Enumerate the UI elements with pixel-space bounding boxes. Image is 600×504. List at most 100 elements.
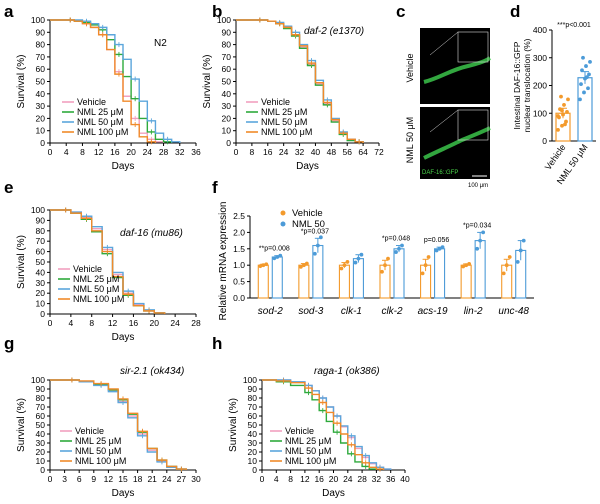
y-tick-label: 1.0 (233, 260, 245, 270)
bar-nml-clk-2 (393, 248, 405, 299)
y-tick-label: 2.0 (233, 227, 245, 237)
chart-title: raga-1 (ok386) (314, 366, 380, 377)
data-point (400, 243, 404, 248)
data-point (275, 255, 280, 259)
data-point (566, 97, 570, 102)
legend-label-nml50: NML 50 μM (75, 446, 121, 456)
data-point (359, 252, 364, 257)
x-tick-label: 18 (133, 474, 143, 484)
y-tick-label: 70 (222, 52, 232, 62)
y-tick-label: 0.0 (233, 293, 245, 303)
gene-label-lin-2: lin-2 (464, 306, 483, 317)
data-point (581, 55, 585, 60)
bar-vehicle-lin-2 (460, 264, 472, 299)
data-point (587, 72, 591, 77)
y-tick-label: 10 (36, 299, 46, 309)
bar-vehicle-sod-3 (298, 264, 310, 299)
x-tick-label: 28 (159, 147, 169, 157)
y-tick-label: 0 (40, 138, 45, 148)
x-tick-label: 12 (300, 474, 310, 484)
data-point (380, 269, 384, 274)
survival-curve-nml50 (50, 19, 181, 143)
y-tick-label: 0 (40, 465, 45, 475)
gene-label-clk-2: clk-2 (381, 306, 403, 317)
data-point (272, 256, 277, 261)
legend-label-nml50: NML 50 μM (77, 117, 123, 127)
x-tick-label: 0 (48, 147, 53, 157)
legend-label-vehicle: Vehicle (77, 97, 106, 107)
panel-letter-f: f (212, 178, 218, 197)
data-point (356, 256, 361, 261)
channel-label: DAF-16::GFP (422, 170, 458, 176)
bar-1 (577, 77, 593, 142)
data-point (423, 263, 428, 268)
legend-label-vehicle: Vehicle (75, 426, 104, 436)
x-tick-label: 3 (62, 474, 67, 484)
x-tick-label: 0 (48, 474, 53, 484)
data-point (559, 94, 563, 99)
panel-f-bar-mrna: f 0.0 0.5 1.0 1.5 2.0 2.5 Relative mRNA expres… (212, 178, 534, 320)
y-tick-label: 100 (217, 15, 231, 25)
data-point (464, 263, 469, 268)
bar-nml-clk-1 (352, 258, 364, 299)
x-tick-label: 36 (386, 474, 396, 484)
data-point (507, 255, 512, 259)
y-tick-label: 30 (36, 101, 46, 111)
x-tick-label: 40 (400, 474, 410, 484)
y-tick-label: 70 (36, 236, 46, 246)
x-tick-label: 12 (108, 318, 118, 328)
y-tick-label: 10 (36, 126, 46, 136)
data-point (434, 248, 439, 253)
legend-label-nml50: NML 50 μM (73, 284, 119, 294)
inset-box-nml (457, 109, 489, 141)
y-tick-label: 0 (252, 465, 257, 475)
x-tick-label: 24 (143, 147, 153, 157)
legend-label-nml100: NML 100 μM (73, 294, 124, 304)
x-tick-label: 24 (279, 147, 289, 157)
data-point (521, 238, 526, 243)
chart-title: sir-2.1 (ok434) (120, 366, 184, 377)
x-tick-label: 4 (274, 474, 279, 484)
x-tick-label: 24 (343, 474, 353, 484)
legend-label-nml25: NML 25 μM (261, 107, 307, 117)
y-tick-label: 70 (36, 52, 46, 62)
legend-label-nml100: NML 100 μM (75, 456, 126, 466)
y-tick-label: 60 (222, 64, 232, 74)
panel-c-microscopy: c Vehicle NML 50 μM DAF-16::GFP 100 μm (396, 2, 492, 189)
x-tick-label: 0 (48, 318, 53, 328)
legend-label-vehicle: Vehicle (73, 264, 102, 274)
data-point (437, 246, 442, 251)
data-point (578, 97, 582, 102)
data-point (582, 90, 586, 95)
y-axis-title: Survival (%) (16, 398, 27, 452)
data-point (301, 263, 306, 268)
legend-label-nml50: NML 50 μM (285, 446, 331, 456)
data-point (562, 103, 566, 107)
y-tick-label: 0 (542, 136, 547, 146)
y-tick-label: 20 (36, 288, 46, 298)
data-point (475, 246, 480, 251)
x-tick-label: 4 (68, 318, 73, 328)
data-point (264, 262, 269, 267)
microscopy-row-label-nml: NML 50 μM (405, 117, 415, 163)
data-point (580, 68, 584, 73)
y-tick-label: 50 (248, 420, 258, 430)
significance-annotation: *p=0.037 (301, 228, 329, 235)
data-point (515, 260, 520, 264)
y-tick-label: 30 (36, 438, 46, 448)
y-tick-label: 70 (36, 402, 46, 412)
legend-label-nml25: NML 25 μM (75, 436, 121, 446)
x-tick-label: 16 (110, 147, 120, 157)
data-point (345, 260, 350, 264)
legend-marker-0 (280, 210, 286, 216)
y-tick-label: 0 (226, 138, 231, 148)
y-axis-title: Survival (%) (202, 55, 213, 109)
data-point (383, 263, 387, 268)
bar-nml-acs-19 (434, 248, 446, 299)
significance-annotation: ***p<0.001 (557, 22, 591, 29)
y-tick-label: 90 (36, 215, 46, 225)
panel-letter-b: b (212, 2, 222, 21)
data-point (501, 271, 506, 276)
